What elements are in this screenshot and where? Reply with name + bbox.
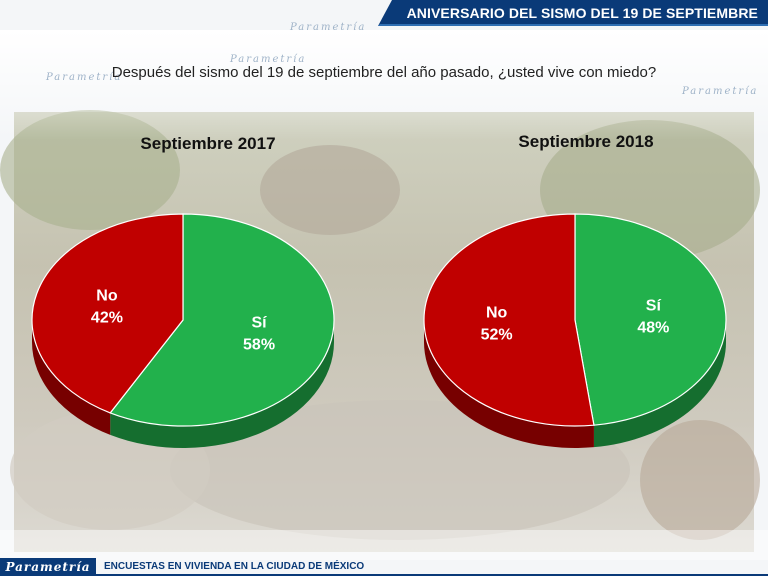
pie-slice-No [31,213,184,414]
footer: Parametría ENCUESTAS EN VIVIENDA EN LA C… [0,558,768,576]
header-title: ANIVERSARIO DEL SISMO DEL 19 DE SEPTIEMB… [406,5,758,21]
pie-chart-1: Sí 58% No 42% [31,213,335,448]
watermark-text: Parametría [46,72,123,83]
slice-label: Sí [251,315,267,332]
pie-side-Sí [110,320,335,448]
pie-slice-No [423,213,595,427]
slice-label: No [96,287,118,304]
pie-chart-2: Sí 48% No 52% [423,213,727,448]
footer-text: ENCUESTAS EN VIVIENDA EN LA CIUDAD DE MÉ… [104,561,365,572]
watermark-text: Parametría [682,86,759,97]
survey-question: Después del sismo del 19 de septiembre d… [111,64,657,81]
chart-title-2017: Septiembre 2017 [140,134,276,153]
slice-label: No [486,304,508,321]
pie-slice-Sí [109,213,335,427]
slice-value: 48% [637,320,669,337]
pie-side-No [424,320,594,448]
slice-label: Sí [646,298,662,315]
pie-slice-Sí [574,213,727,426]
pie-side-No [32,320,111,435]
footer-divider [96,574,768,576]
footer-brand-logo: Parametría [0,558,96,576]
header-bar [378,0,768,26]
watermark-text: Parametría [230,54,307,65]
slice-value: 58% [243,337,275,354]
slice-value: 42% [91,309,123,326]
slice-value: 52% [481,326,513,343]
watermark-text: Parametría [290,22,367,33]
chart-title-2018: Septiembre 2018 [518,132,654,151]
pie-side-Sí [593,320,726,448]
